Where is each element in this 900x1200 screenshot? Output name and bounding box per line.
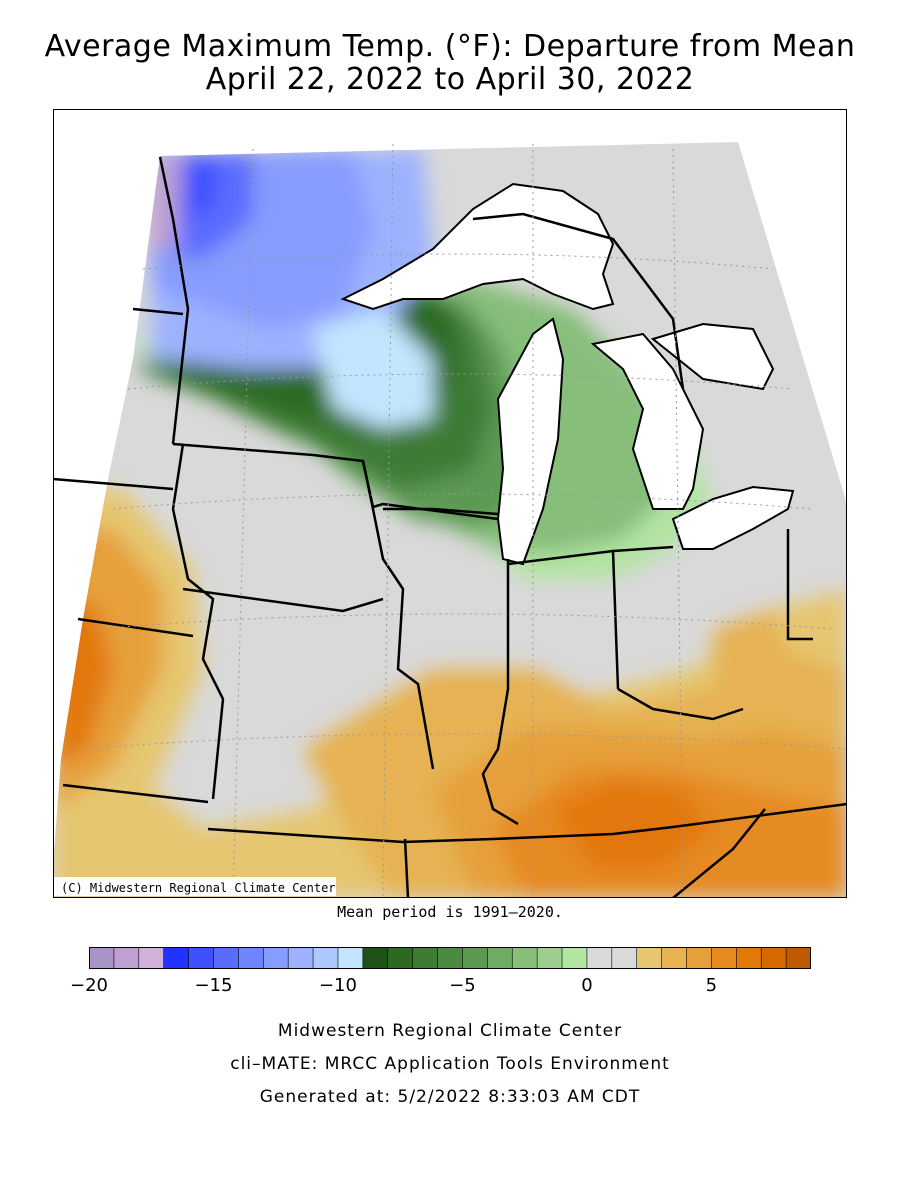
colorbar-bin: [89, 947, 115, 969]
departure-map: (C) Midwestern Regional Climate Center: [53, 109, 847, 898]
colorbar-bin: [760, 947, 787, 969]
colorbar-bin: [736, 947, 763, 969]
colorbar-bin: [785, 947, 811, 969]
colorbar-bin: [686, 947, 713, 969]
colorbar-bin: [262, 947, 289, 969]
colorbar-bin: [387, 947, 414, 969]
colorbar-bin: [238, 947, 265, 969]
colorbar-tick-label: −10: [318, 975, 357, 996]
colorbar-bin: [113, 947, 140, 969]
colorbar-bin: [636, 947, 663, 969]
colorbar-bin: [511, 947, 538, 969]
colorbar-bin: [586, 947, 613, 969]
colorbar-tick-label: −20: [70, 975, 108, 996]
footer-generated: Generated at: 5/2/2022 8:33:03 AM CDT: [259, 1087, 641, 1107]
graticule: [82, 143, 847, 898]
map-title-line2: April 22, 2022 to April 30, 2022: [205, 62, 695, 97]
colorbar-bin: [362, 947, 389, 969]
colorbar-bin: [188, 947, 215, 969]
footer-org: Midwestern Regional Climate Center: [277, 1021, 623, 1041]
colorbar-bin: [661, 947, 688, 969]
colorbar-tick-label: −5: [449, 975, 476, 996]
colorbar-bin: [536, 947, 563, 969]
state-borders: [53, 156, 847, 898]
colorbar-bin: [487, 947, 514, 969]
copyright-label: (C) Midwestern Regional Climate Center: [61, 881, 336, 895]
colorbar-tick-label: 5: [705, 975, 718, 996]
colorbar-bin: [138, 947, 165, 969]
map-title-line1: Average Maximum Temp. (°F): Departure fr…: [44, 29, 856, 64]
footer-tool: cli–MATE: MRCC Application Tools Environ…: [230, 1054, 670, 1074]
colorbar-bin: [711, 947, 738, 969]
colorbar-bin: [611, 947, 638, 969]
colorbar-bin: [312, 947, 339, 969]
colorbar: [89, 947, 811, 969]
colorbar-bin: [561, 947, 588, 969]
colorbar-tick-label: −15: [194, 975, 233, 996]
colorbar-bin: [437, 947, 464, 969]
colorbar-bin: [462, 947, 489, 969]
colorbar-bin: [163, 947, 190, 969]
colorbar-bin: [213, 947, 240, 969]
colorbar-tick-label: 0: [581, 975, 593, 996]
colorbar-bin: [287, 947, 314, 969]
mean-period-note: Mean period is 1991–2020.: [337, 903, 563, 921]
great-lakes: [340, 182, 795, 566]
colorbar-bin: [412, 947, 439, 969]
colorbar-bin: [337, 947, 364, 969]
